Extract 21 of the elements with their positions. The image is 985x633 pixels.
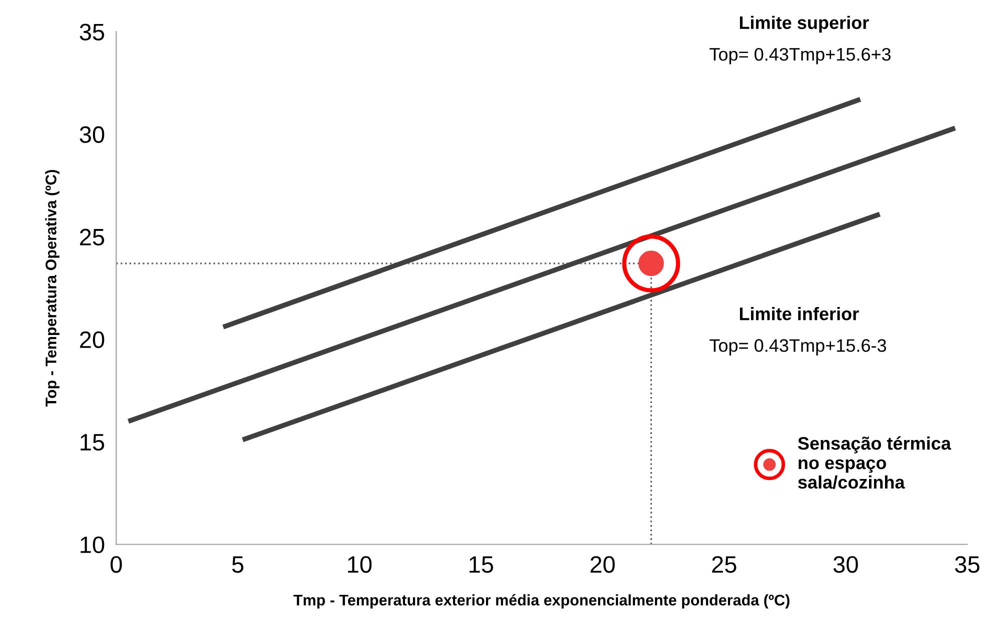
x-tick-label: 10 bbox=[348, 556, 372, 573]
annotation: Limite superior bbox=[740, 16, 869, 33]
y-tick-label: 15 bbox=[80, 434, 104, 451]
x-axis-title: Tmp - Temperatura exterior média exponencialmente ponderada (ºC) bbox=[294, 594, 790, 609]
annotation: Limite inferior bbox=[740, 307, 859, 320]
x-tick-label: 5 bbox=[232, 556, 244, 573]
x-tick-label: 30 bbox=[833, 556, 858, 573]
x-tick-label: 20 bbox=[590, 556, 615, 573]
y-tick-label: 25 bbox=[80, 228, 104, 246]
y-axis-title: Top - Temperatura Operativa (ºC) bbox=[45, 170, 60, 407]
y-tick-label: 20 bbox=[80, 331, 104, 348]
y-tick-label: 35 bbox=[80, 24, 104, 40]
annotation: Top= 0.43Tmp+15.6+3 bbox=[710, 48, 891, 64]
y-tick-label: 30 bbox=[80, 126, 104, 143]
y-tick-label: 10 bbox=[80, 536, 104, 554]
x-tick-label: 15 bbox=[470, 556, 494, 573]
x-tick-label: 35 bbox=[955, 556, 980, 573]
legend-label: Sensação térmica no espaço sala/cozinha bbox=[798, 436, 952, 489]
x-tick-label: 25 bbox=[712, 556, 736, 573]
annotation: Top= 0.43Tmp+15.6-3 bbox=[710, 339, 886, 356]
x-tick-label: 0 bbox=[110, 556, 122, 573]
